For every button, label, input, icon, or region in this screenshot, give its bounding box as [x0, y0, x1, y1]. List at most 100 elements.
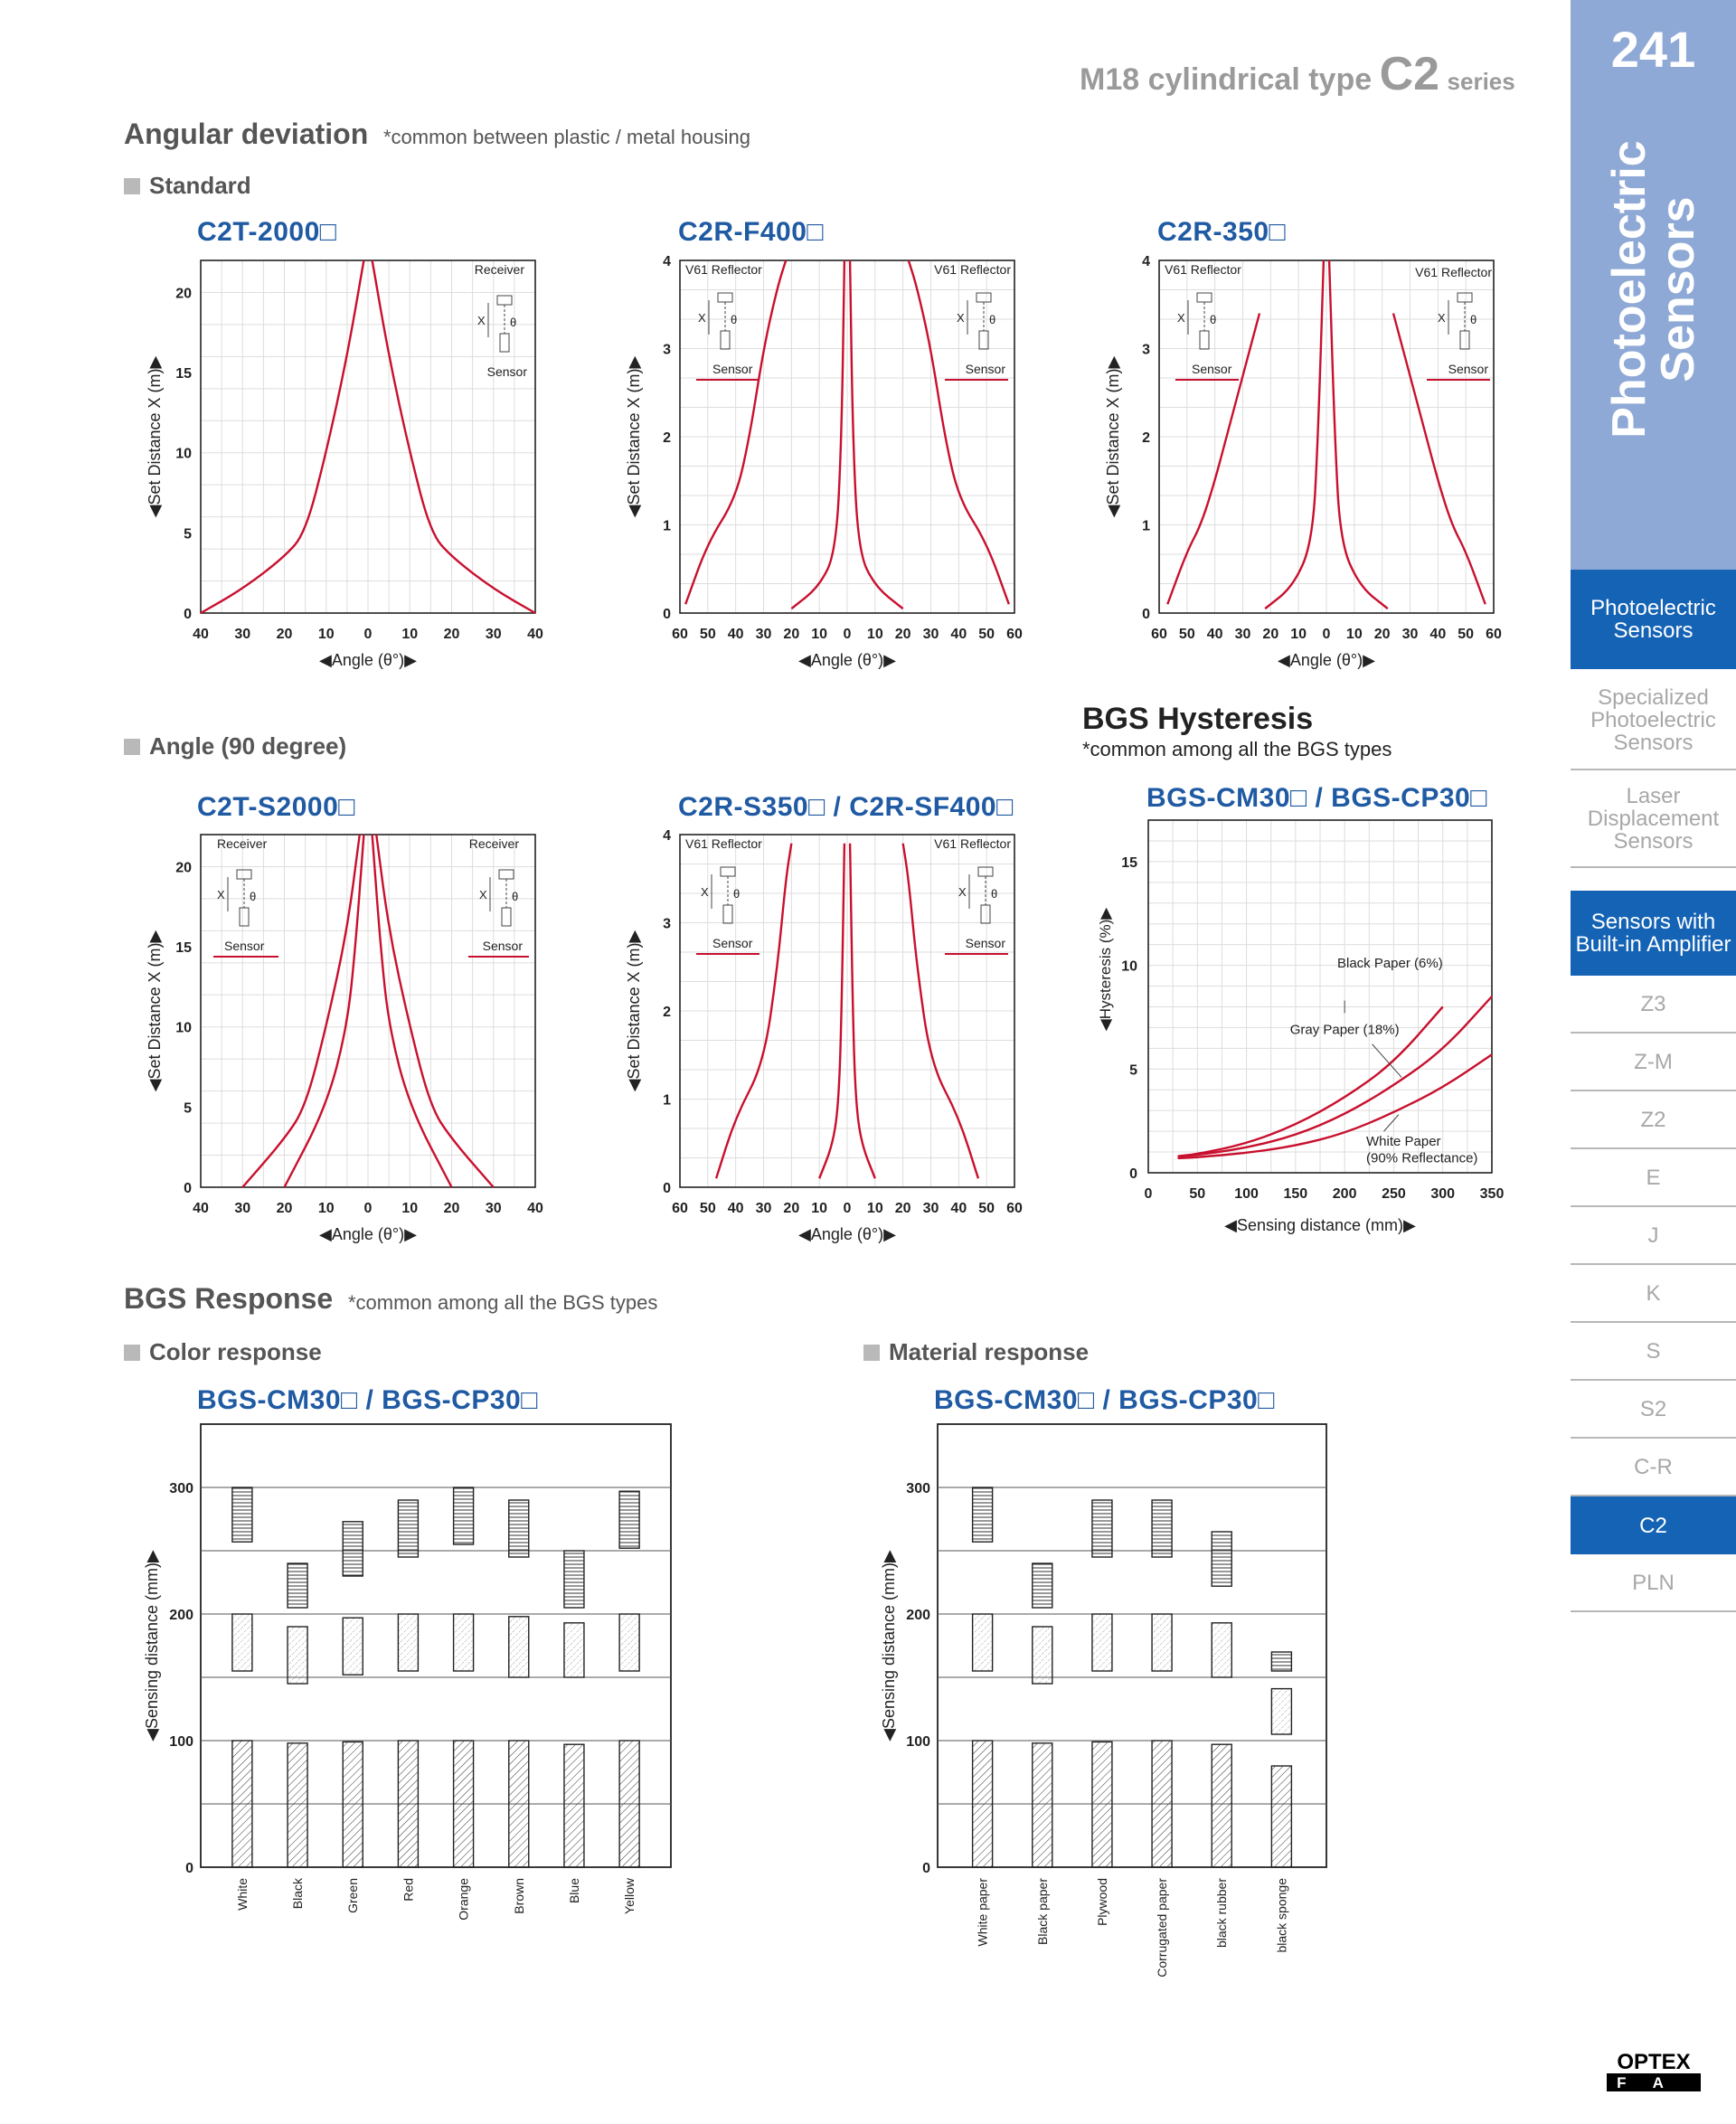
series-line-1: [1264, 260, 1326, 610]
y-tick-label: 300: [906, 1481, 930, 1496]
receiver-left-label: Receiver: [217, 836, 268, 851]
sidebar-item-z2[interactable]: Z2: [1571, 1091, 1736, 1149]
sidebar-vertical-title: Photoelectric Sensors: [1603, 90, 1704, 488]
series-line-0: [200, 260, 365, 615]
y-tick-label: 20: [175, 286, 192, 301]
x-tick-label: 0: [844, 1201, 852, 1216]
dimension-x-label: X: [958, 885, 967, 899]
sidebar-item-k[interactable]: K: [1571, 1265, 1736, 1323]
sidebar-item-cr[interactable]: C-R: [1571, 1439, 1736, 1496]
sidebar-item-zm[interactable]: Z-M: [1571, 1034, 1736, 1091]
x-tick-label: 60: [672, 1201, 688, 1216]
theta-label: θ: [991, 887, 997, 901]
material-response-heading: Material response: [863, 1338, 1089, 1366]
sidebar-item-j[interactable]: J: [1571, 1207, 1736, 1265]
range-bar-2: [287, 1562, 308, 1609]
model-c2ts2000: C2T-S2000□: [197, 792, 355, 822]
y-tick-label: 5: [1129, 1062, 1137, 1078]
y-axis-label: ◀Sensing distance (mm)▶: [880, 1550, 898, 1742]
x-tick-label: 60: [1006, 627, 1023, 642]
range-bar-0: [508, 1740, 530, 1868]
series-title-part2: C2: [1379, 48, 1440, 100]
range-bar-2: [231, 1487, 253, 1543]
model-c2r350: C2R-350□: [1157, 217, 1287, 247]
dimension-x-label: X: [701, 885, 709, 899]
reflector-glyph: [236, 869, 252, 880]
x-tick-label: 30: [756, 627, 772, 642]
theta-label: θ: [512, 890, 518, 903]
sidebar-item-amplifier[interactable]: Sensors with Built-in Amplifier: [1571, 891, 1736, 976]
category-label: Yellow: [622, 1877, 637, 1914]
sidebar-item-photoelectric[interactable]: Photoelectric Sensors: [1571, 570, 1736, 669]
y-tick-label: 3: [663, 343, 671, 358]
sidebar-item-s2[interactable]: S2: [1571, 1381, 1736, 1439]
angle90-label: Angle (90 degree): [149, 732, 347, 760]
x-tick-label: 40: [728, 627, 744, 642]
reflector-glyph: [720, 866, 736, 877]
sidebar-item-c2[interactable]: C2: [1571, 1496, 1736, 1554]
sidebar-item-laser[interactable]: Laser Displacement Sensors: [1571, 770, 1736, 868]
chart-c2rs350: 0 1 2 3 4 60 50 40 30 20 10 0 10 20 30 40 50 60 ◀Angle (θ°…: [625, 828, 1023, 1243]
series-line-2: [848, 843, 876, 1179]
sensor-left-label: Sensor: [712, 936, 753, 950]
x-tick-label: 10: [318, 627, 335, 642]
y-tick-label: 0: [922, 1861, 930, 1876]
range-bar-1: [287, 1626, 308, 1685]
sensor-left-label: Sensor: [712, 362, 753, 376]
x-tick-label: 20: [1262, 627, 1278, 642]
x-tick-label: 20: [277, 1201, 293, 1216]
inset-sensor-label: Sensor: [487, 364, 528, 379]
range-bar-0: [397, 1740, 420, 1868]
range-bar-1: [563, 1622, 585, 1678]
x-tick-label: 40: [1207, 627, 1223, 642]
x-tick-label: 40: [193, 627, 209, 642]
y-tick-label: 2: [1142, 430, 1150, 446]
bgs-response-note: *common among all the BGS types: [348, 1291, 658, 1314]
sidebar-item-z3[interactable]: Z3: [1571, 976, 1736, 1034]
x-tick-label: 30: [486, 627, 502, 642]
range-bar-2: [1211, 1531, 1232, 1587]
reflector-glyph: [1457, 292, 1473, 303]
y-tick-label: 2: [663, 1005, 671, 1020]
range-bar-2: [563, 1550, 585, 1609]
sensor-glyph: [499, 333, 510, 353]
y-tick-label: 15: [175, 366, 192, 382]
standard-heading: Standard: [124, 172, 251, 200]
y-tick-label: 15: [1121, 855, 1137, 871]
heading-square-icon: [863, 1344, 880, 1361]
heading-square-icon: [124, 1344, 140, 1361]
theta-label: θ: [1470, 313, 1477, 326]
y-axis-label: ◀Set Distance X (m)▶: [1104, 355, 1122, 517]
series-line-1: [1177, 996, 1493, 1157]
x-axis-label: ◀Sensing distance (mm)▶: [1224, 1216, 1416, 1234]
chart-c2r350: 0 1 2 3 4 60 50 40 30 20 10 0 10 20 30 40 50 60 ◀Angle (θ°…: [1104, 254, 1502, 669]
y-tick-label: 3: [663, 917, 671, 932]
chart-c2t2000: 0 5 10 15 20 40 30 20 10 0 10 20 30 40 ◀Angle (θ°)▶ ◀Se…: [146, 260, 543, 669]
x-axis-label: ◀Angle (θ°)▶: [319, 1225, 417, 1243]
sidebar-item-e[interactable]: E: [1571, 1149, 1736, 1207]
range-bar-0: [231, 1740, 253, 1868]
y-tick-label: 10: [1121, 959, 1137, 975]
x-axis-label: ◀Angle (θ°)▶: [1278, 651, 1375, 669]
y-tick-label: 10: [175, 447, 192, 462]
reflector-left-label: V61 Reflector: [685, 836, 762, 851]
reflector-glyph: [496, 295, 513, 306]
sensor-right-label: Sensor: [966, 362, 1006, 376]
x-tick-label: 20: [783, 627, 799, 642]
reflector-left-label: V61 Reflector: [685, 262, 762, 277]
reflector-glyph: [498, 869, 514, 880]
range-bar-1: [1270, 1687, 1293, 1735]
sidebar-item-pln[interactable]: PLN: [1571, 1554, 1736, 1612]
y-tick-label: 10: [175, 1021, 192, 1036]
y-tick-label: 3: [1142, 343, 1150, 358]
y-tick-label: 0: [663, 1181, 671, 1196]
range-bar-1: [397, 1613, 420, 1672]
sidebar-item-specialized[interactable]: Specialized Photoelectric Sensors: [1571, 671, 1736, 770]
x-tick-label: 40: [1429, 627, 1446, 642]
series-line-2: [1327, 260, 1389, 610]
model-bgs-hysteresis: BGS-CM30□ / BGS-CP30□: [1146, 783, 1487, 813]
series-label-black: Black Paper (6%): [1337, 956, 1443, 971]
theta-label: θ: [733, 887, 740, 901]
sidebar-item-s[interactable]: S: [1571, 1323, 1736, 1381]
